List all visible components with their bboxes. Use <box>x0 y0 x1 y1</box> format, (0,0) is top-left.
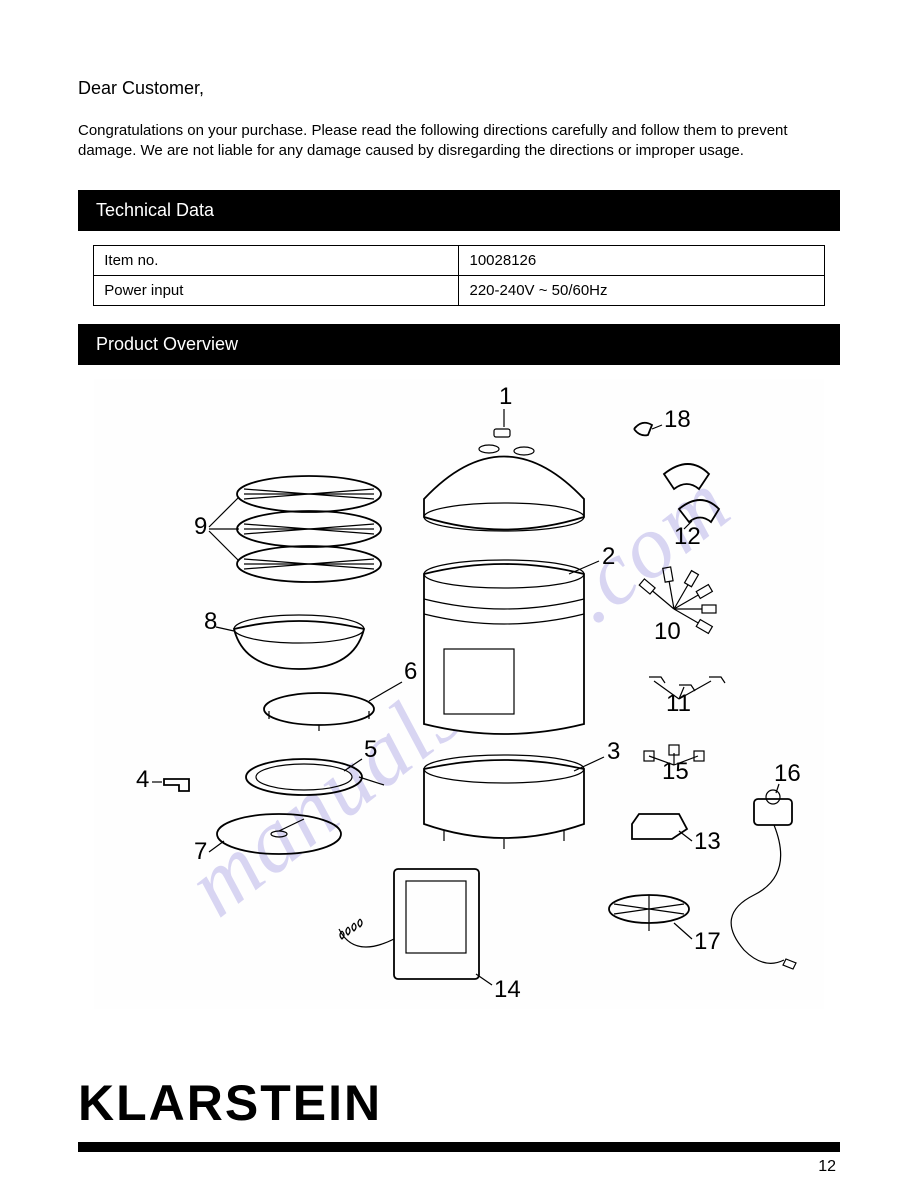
exploded-diagram: manualshive.com 1 2 <box>94 379 824 1009</box>
manual-page: Dear Customer, Congratulations on your p… <box>0 0 918 1188</box>
callout-7: 7 <box>194 838 207 865</box>
footer-rule <box>78 1142 840 1152</box>
part-lid <box>424 429 584 531</box>
callout-13: 13 <box>694 828 721 855</box>
callout-16: 16 <box>774 760 801 787</box>
callout-1: 1 <box>499 383 512 410</box>
spec-value: 220-240V ~ 50/60Hz <box>459 275 824 305</box>
part-handles <box>664 464 719 522</box>
part-body <box>424 560 584 734</box>
greeting-text: Dear Customer, <box>78 78 840 99</box>
spec-label: Power input <box>94 275 459 305</box>
part-reflector <box>217 814 341 854</box>
callout-12: 12 <box>674 523 701 550</box>
callout-14: 14 <box>494 976 521 1003</box>
callout-11: 11 <box>666 690 691 717</box>
callout-18: 18 <box>664 406 691 433</box>
part-door <box>339 869 479 979</box>
part-heating-ring <box>246 759 384 795</box>
spec-value: 10028126 <box>459 245 824 275</box>
part-bracket-4 <box>164 779 189 791</box>
table-row: Power input 220-240V ~ 50/60Hz <box>94 275 825 305</box>
callout-6: 6 <box>404 658 417 685</box>
callout-8: 8 <box>204 608 217 635</box>
table-row: Item no. 10028126 <box>94 245 825 275</box>
page-number: 12 <box>818 1158 836 1176</box>
part-knob <box>634 422 652 435</box>
brand-logo: KLARSTEIN <box>78 1074 382 1132</box>
spec-label: Item no. <box>94 245 459 275</box>
diagram-svg: 1 2 3 4 <box>94 379 824 1009</box>
callout-9: 9 <box>194 513 207 540</box>
product-overview-heading: Product Overview <box>78 324 840 365</box>
spec-table: Item no. 10028126 Power input 220-240V ~… <box>93 245 825 306</box>
part-inner-tray <box>264 693 374 731</box>
callout-15: 15 <box>662 758 689 785</box>
callout-10: 10 <box>654 618 681 645</box>
callout-3: 3 <box>607 738 620 765</box>
part-water-bowl <box>234 615 364 669</box>
part-base <box>424 755 584 849</box>
callout-4: 4 <box>136 766 149 793</box>
callout-5: 5 <box>364 736 377 763</box>
part-grates <box>237 476 381 582</box>
callout-17: 17 <box>694 928 721 955</box>
part-controller <box>731 790 796 969</box>
callout-2: 2 <box>602 543 615 570</box>
technical-data-heading: Technical Data <box>78 190 840 231</box>
intro-paragraph: Congratulations on your purchase. Please… <box>78 121 840 162</box>
part-foot <box>632 814 687 839</box>
